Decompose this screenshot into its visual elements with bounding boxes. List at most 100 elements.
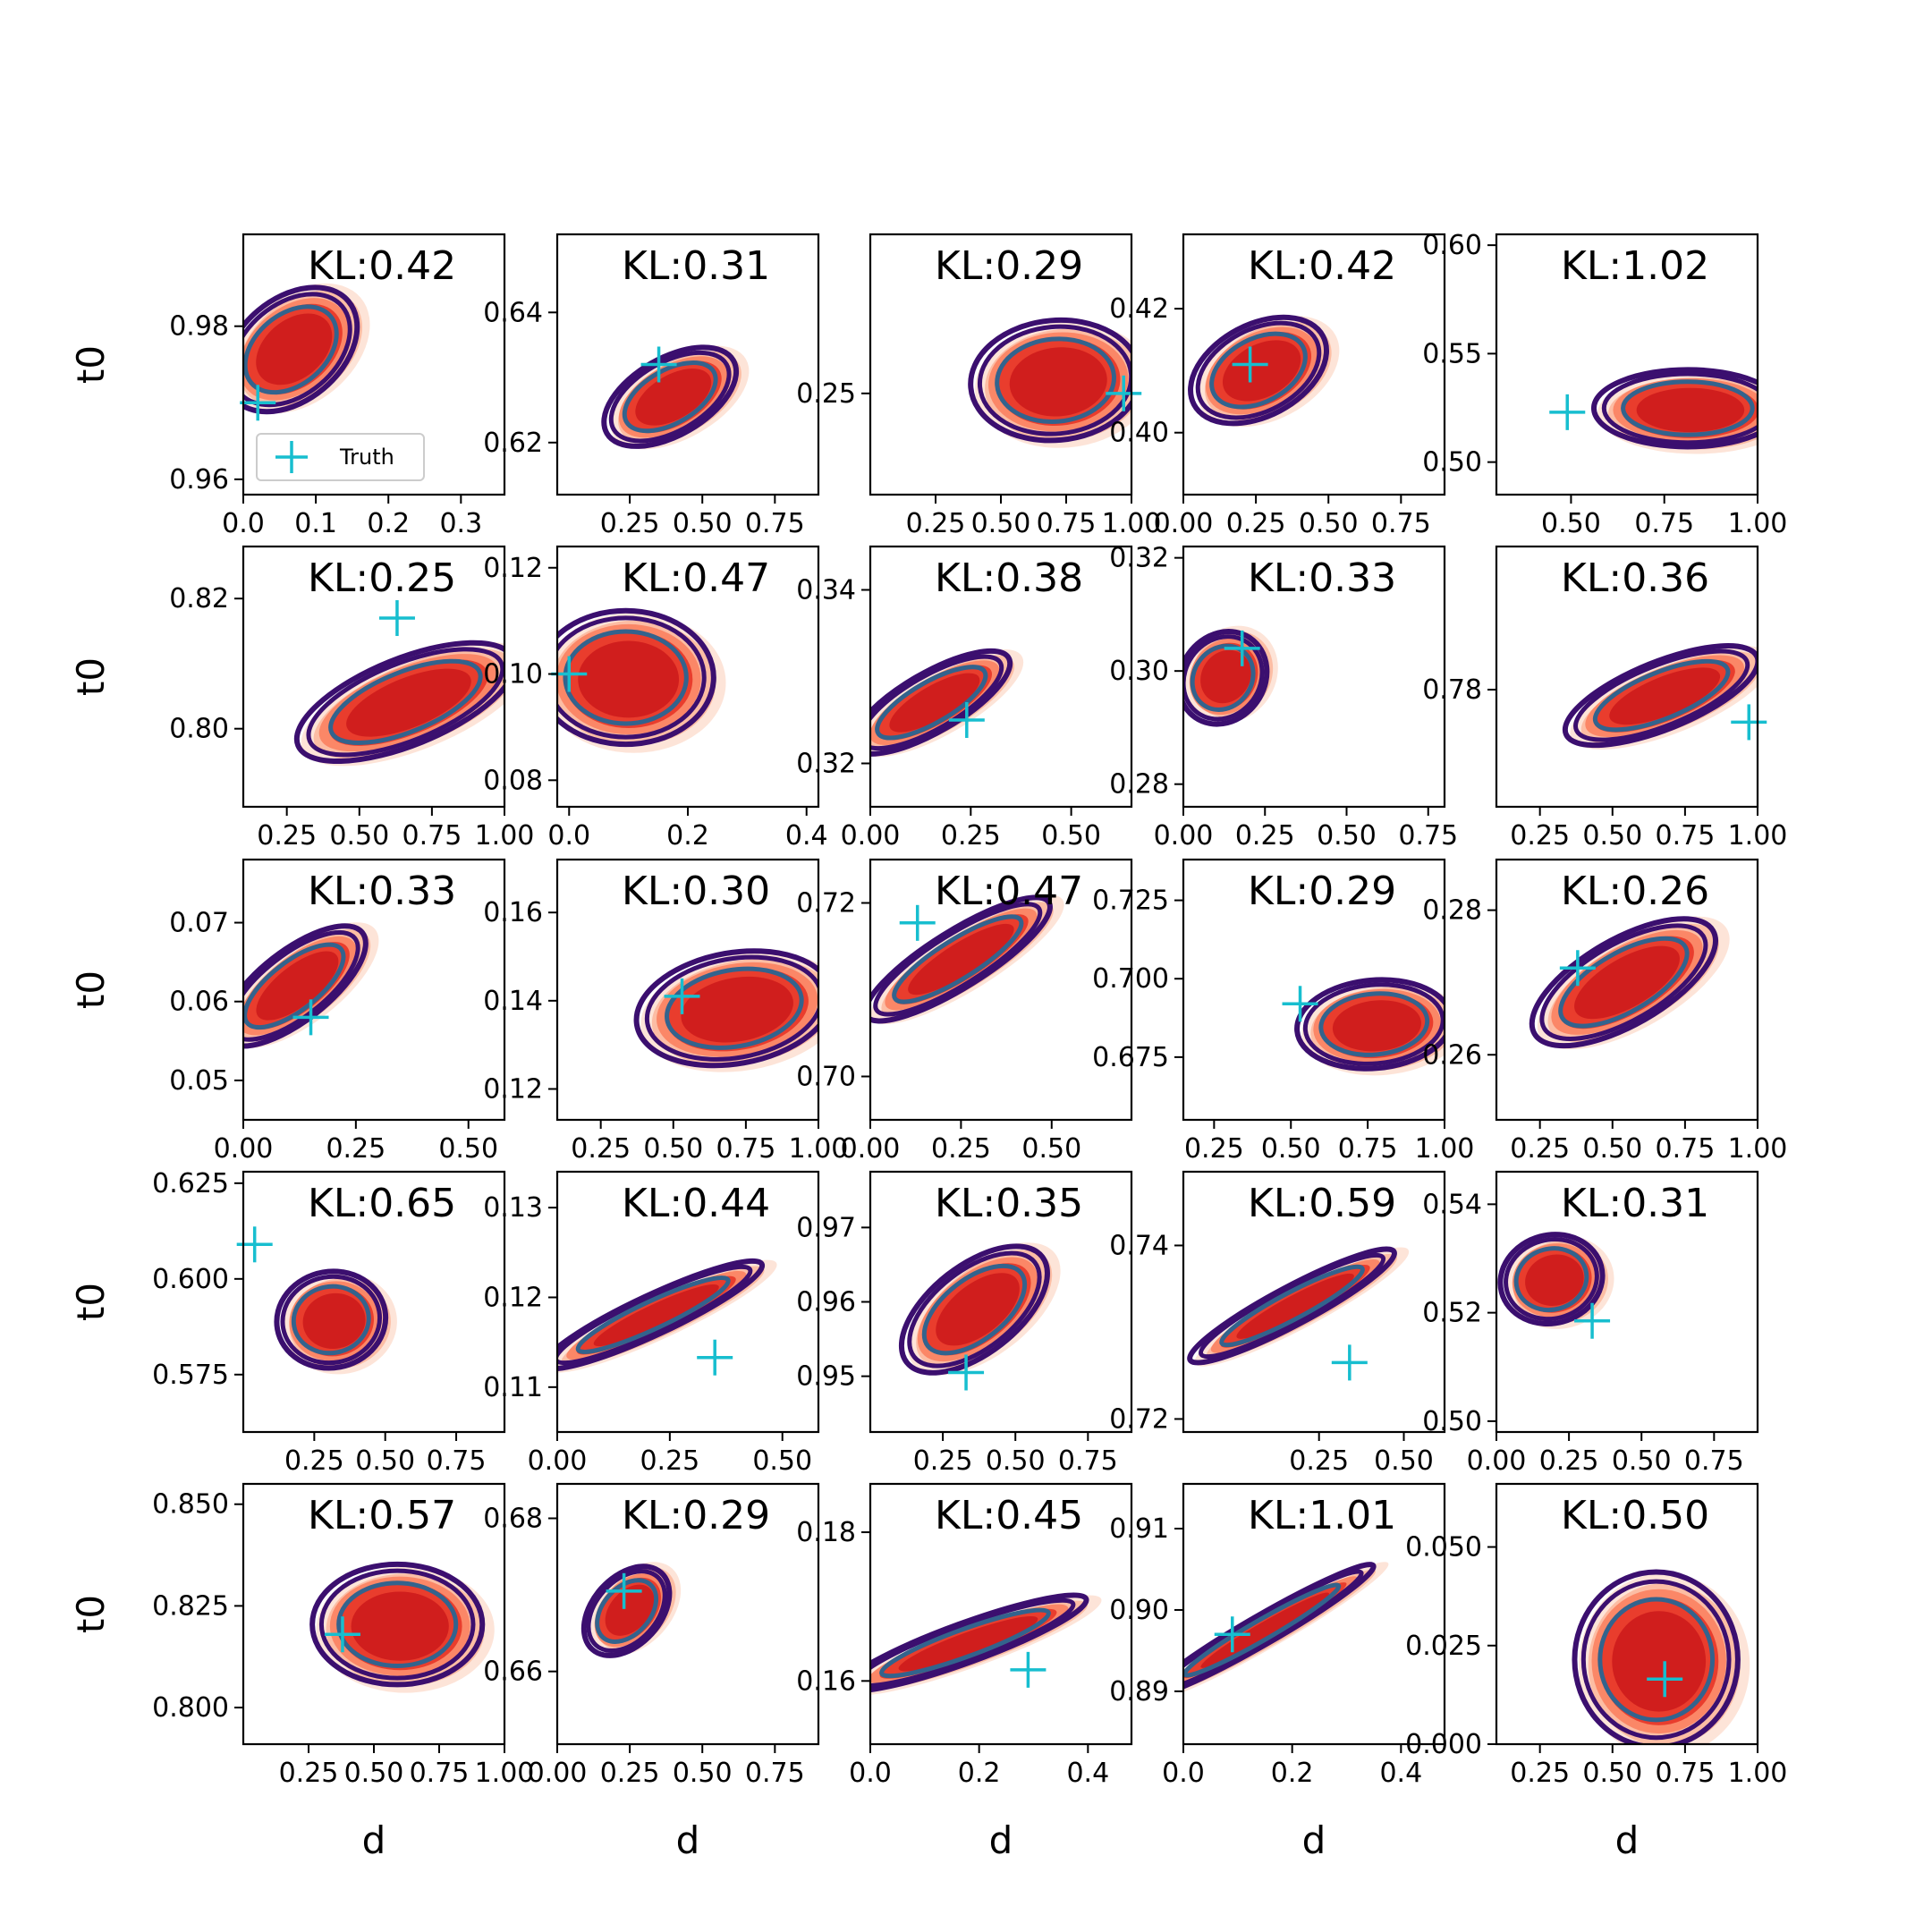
x-tick-label: 0.00 (214, 1133, 274, 1165)
density-layers (243, 283, 370, 415)
y-axis-label: t0 (69, 345, 113, 384)
truth-marker (1731, 704, 1767, 741)
x-tick-label: 0.2 (958, 1758, 1001, 1789)
density-fill-5 (1236, 1273, 1354, 1339)
contour-line-1 (274, 1268, 389, 1371)
axes-frame (869, 545, 1133, 809)
density-fill-5 (1525, 1254, 1584, 1306)
panel-15: 0.25 0.50 0.75 1.00 0.26 0.28 KL:0.26 (1422, 858, 1787, 1165)
contour-line-2 (870, 1597, 1076, 1689)
x-tick-label: 0.25 (326, 1133, 386, 1165)
x-tick-label: 0.25 (279, 1758, 339, 1789)
panel-24: 0.0 0.2 0.4 0.89 0.90 0.91 KL:1.01 d (1109, 1482, 1446, 1862)
density-fill-5 (1200, 649, 1251, 704)
x-tick-label: 0.25 (1539, 1445, 1599, 1477)
density-layers (1183, 625, 1278, 727)
y-tick-label: 0.825 (152, 1590, 229, 1622)
contour-line-3 (1183, 1582, 1342, 1678)
kl-annotation: KL:1.02 (1561, 243, 1709, 289)
contour-line-1 (580, 1563, 673, 1658)
x-tick-label: 0.25 (1510, 1133, 1570, 1165)
y-tick-label: 0.96 (169, 464, 229, 496)
contour-line-3 (291, 1284, 371, 1356)
y-tick-label: 0.850 (152, 1489, 229, 1521)
y-tick-label: 0.64 (483, 297, 543, 328)
density-layers (1183, 1562, 1389, 1699)
panel-21: 0.25 0.50 0.75 1.00 0.800 0.825 0.850 KL:0.57 t0… (69, 1482, 534, 1862)
contour-line-3 (1219, 1264, 1365, 1348)
x-tick-label: 1.00 (475, 820, 535, 852)
y-tick-label: 0.91 (1109, 1513, 1169, 1545)
x-tick-label: 0.50 (1317, 820, 1377, 852)
panel-16: 0.25 0.50 0.75 0.575 0.600 0.625 KL:0.65 t0 (69, 1168, 506, 1477)
x-tick-label: 0.75 (1058, 1445, 1118, 1477)
x-tick-label: 1.00 (1728, 820, 1788, 852)
x-tick-label: 0.25 (941, 820, 1001, 852)
kl-annotation: KL:0.50 (1561, 1493, 1709, 1538)
x-tick-label: 0.25 (931, 1133, 991, 1165)
y-tick-label: 0.90 (1109, 1595, 1169, 1626)
y-tick-label: 0.10 (483, 659, 543, 691)
axes-frame (1182, 858, 1446, 1122)
contour-line-3 (622, 360, 718, 434)
kl-annotation: KL:0.38 (935, 555, 1083, 601)
y-axis-label: t0 (69, 1595, 113, 1633)
axes-frame (869, 1482, 1133, 1746)
density-layers (1572, 1569, 1750, 1744)
x-tick-label: 0.25 (906, 508, 966, 539)
x-tick-label: 0.50 (1041, 820, 1101, 852)
legend-label: Truth (339, 445, 394, 470)
axes-frame (1495, 1482, 1759, 1746)
panel-22: 0.00 0.25 0.50 0.75 0.66 0.68 KL:0.29 d (483, 1482, 820, 1862)
y-tick-label: 0.13 (483, 1192, 543, 1224)
y-tick-label: 0.050 (1405, 1532, 1482, 1563)
axes-frame (1495, 1170, 1759, 1434)
y-tick-label: 0.25 (796, 378, 856, 410)
density-fill-5 (578, 640, 680, 718)
axes-frame (1182, 1482, 1446, 1746)
kl-annotation: KL:1.01 (1248, 1493, 1396, 1538)
panel-20: 0.00 0.25 0.50 0.75 0.50 0.52 0.54 KL:0.31 (1422, 1170, 1759, 1477)
contour-line-2 (1183, 1569, 1364, 1691)
axes-frame (1182, 233, 1446, 496)
kl-annotation: KL:0.33 (308, 869, 456, 914)
contour-line-1 (309, 1561, 486, 1688)
contour-line-1 (293, 640, 504, 765)
density-layers (274, 1268, 397, 1375)
y-axis-label: t0 (69, 970, 113, 1009)
x-tick-label: 0.50 (1021, 1133, 1081, 1165)
axes-frame (242, 233, 506, 496)
kl-annotation: KL:0.31 (622, 243, 770, 289)
axes-frame (1495, 233, 1759, 496)
x-tick-label: 0.50 (986, 1445, 1046, 1477)
x-tick-label: 0.25 (1226, 508, 1286, 539)
kl-annotation: KL:0.59 (1248, 1181, 1396, 1226)
contour-line-3 (995, 336, 1116, 425)
legend: Truth (256, 433, 425, 481)
x-tick-label: 0.75 (410, 1758, 470, 1789)
panel-25: 0.25 0.50 0.75 1.00 0.000 0.025 0.050 KL:0.50 d (1405, 1482, 1787, 1862)
contour-line-2 (1183, 634, 1265, 722)
contour-line-3 (575, 1275, 731, 1354)
x-tick-label: 0.25 (1510, 820, 1570, 852)
contour-line-2 (1580, 1579, 1732, 1741)
axes-frame (242, 1170, 506, 1434)
x-axis-label: d (989, 1818, 1013, 1862)
panel-8: 0.00 0.25 0.50 0.32 0.34 KL:0.38 (796, 545, 1133, 852)
x-tick-label: 0.0 (1162, 1758, 1205, 1789)
axes-frame (242, 858, 506, 1122)
panel-11: 0.00 0.25 0.50 0.05 0.06 0.07 KL:0.33 t0 (69, 858, 506, 1165)
y-tick-label: 0.12 (483, 1073, 543, 1105)
x-tick-label: 0.2 (666, 820, 709, 852)
density-fill-5 (1222, 340, 1301, 402)
y-axis-label: t0 (69, 657, 113, 696)
density-fill-5 (1574, 945, 1680, 1020)
contour-line-1 (633, 948, 818, 1069)
panel-19: 0.25 0.50 0.72 0.74 KL:0.59 (1109, 1170, 1446, 1477)
y-tick-label: 0.80 (169, 714, 229, 745)
density-fill-5 (1636, 387, 1745, 433)
density-fill-5 (593, 1284, 719, 1347)
x-tick-label: 0.75 (1037, 508, 1097, 539)
panel-4: 0.00 0.25 0.50 0.75 0.40 0.42 KL:0.42 (1109, 233, 1446, 539)
x-tick-label: 0.25 (913, 1445, 973, 1477)
